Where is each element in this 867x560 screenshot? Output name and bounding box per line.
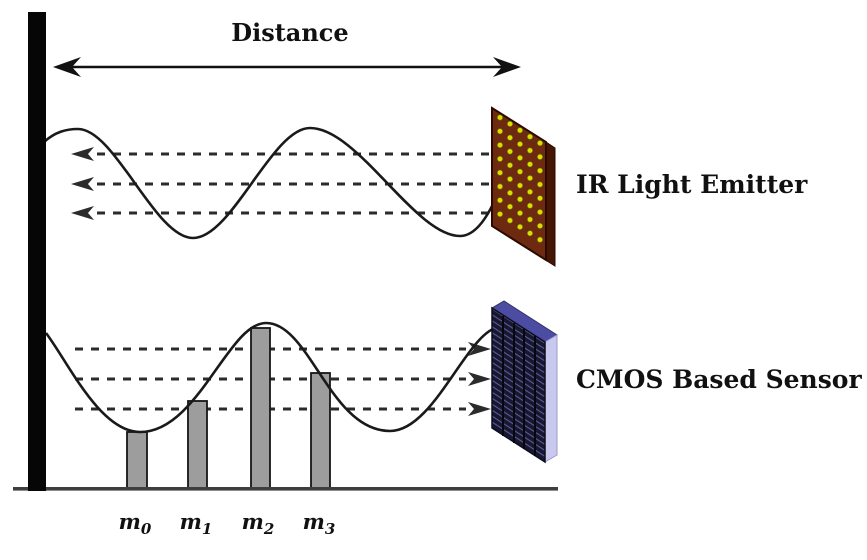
emitter-side-face <box>545 141 556 267</box>
emitter-led-dot-icon <box>526 202 533 209</box>
sample-bar-m2 <box>250 327 271 490</box>
emitter-led-dot-icon <box>526 133 533 140</box>
left-arrowhead-icon <box>71 206 94 220</box>
distance-arrowhead-left-icon <box>53 57 81 77</box>
reflected-wave <box>44 321 501 434</box>
emitter-led-dot-icon <box>496 169 503 176</box>
emitter-led-dot-icon <box>536 153 543 160</box>
emitter-led-dot-icon <box>516 168 523 175</box>
sample-bar-m3 <box>310 372 331 490</box>
emitter-led-dot-icon <box>516 182 523 189</box>
emitter-led-dot-icon <box>496 128 503 135</box>
emitter-led-dot-icon <box>536 236 543 243</box>
emitted-rays <box>71 147 490 220</box>
emitter-led-dot-icon <box>516 196 523 203</box>
distance-arrowhead-right-icon <box>493 57 521 77</box>
emitter-led-dot-icon <box>506 176 513 183</box>
sample-label-m2: m2 <box>242 509 275 538</box>
emitter-led-dot-icon <box>526 230 533 237</box>
right-arrowhead-icon <box>468 402 491 416</box>
emitter-led-dot-icon <box>496 211 503 218</box>
emitter-led-dot-icon <box>516 141 523 148</box>
reflecting-wall <box>28 12 46 491</box>
left-arrowhead-icon <box>71 177 94 191</box>
emitter-led-dot-icon <box>506 148 513 155</box>
emitter-led-dot-icon <box>526 175 533 182</box>
sample-bar-m0 <box>126 431 148 490</box>
emitter-led-dot-icon <box>536 167 543 174</box>
left-arrowhead-icon <box>71 147 94 161</box>
reflected-rays <box>75 342 491 416</box>
emitter-led-dot-icon <box>506 134 513 141</box>
sample-labels: m0 m1 m2 m3 <box>119 509 336 538</box>
emitter-led-dot-icon <box>496 142 503 149</box>
emitter-led-dot-icon <box>516 223 523 230</box>
emitter-led-dot-icon <box>506 120 513 127</box>
emitter-led-dot-icon <box>536 140 543 147</box>
emitter-led-dot-icon <box>536 181 543 188</box>
emitter-led-dot-icon <box>526 216 533 223</box>
ir-emitter-panel <box>491 106 556 267</box>
sample-bar-m1 <box>187 400 208 490</box>
emitter-led-dot-icon <box>536 195 543 202</box>
emitter-led-grid <box>496 114 543 243</box>
emitter-led-dot-icon <box>526 147 533 154</box>
ground-line <box>13 487 558 491</box>
emitter-led-dot-icon <box>496 197 503 204</box>
emitter-led-dot-icon <box>536 222 543 229</box>
emitter-led-dot-icon <box>526 188 533 195</box>
sensor-side-face <box>544 334 558 463</box>
emitter-led-dot-icon <box>526 161 533 168</box>
distance-arrow <box>53 57 521 77</box>
emitter-led-dot-icon <box>506 162 513 169</box>
sample-label-m0: m0 <box>119 509 152 538</box>
emitter-led-dot-icon <box>506 189 513 196</box>
emitter-led-dot-icon <box>516 154 523 161</box>
sensor-front-face <box>491 306 546 464</box>
emitter-led-dot-icon <box>516 210 523 217</box>
emitted-wave <box>43 126 496 240</box>
emitter-led-dot-icon <box>496 155 503 162</box>
emitter-led-dot-icon <box>506 203 513 210</box>
emitter-label: IR Light Emitter <box>576 170 808 199</box>
sample-label-m3: m3 <box>303 509 336 538</box>
right-arrowhead-icon <box>468 372 491 386</box>
emitter-led-dot-icon <box>496 114 503 121</box>
emitter-led-dot-icon <box>536 209 543 216</box>
sensor-pixel-columns <box>502 316 536 456</box>
emitter-led-dot-icon <box>506 217 513 224</box>
cmos-sensor-panel <box>491 300 558 464</box>
sample-label-m1: m1 <box>180 509 213 538</box>
emitter-led-dot-icon <box>496 183 503 190</box>
distance-label: Distance <box>231 18 349 47</box>
emitter-led-dot-icon <box>516 127 523 134</box>
sensor-label: CMOS Based Sensor <box>576 365 862 394</box>
